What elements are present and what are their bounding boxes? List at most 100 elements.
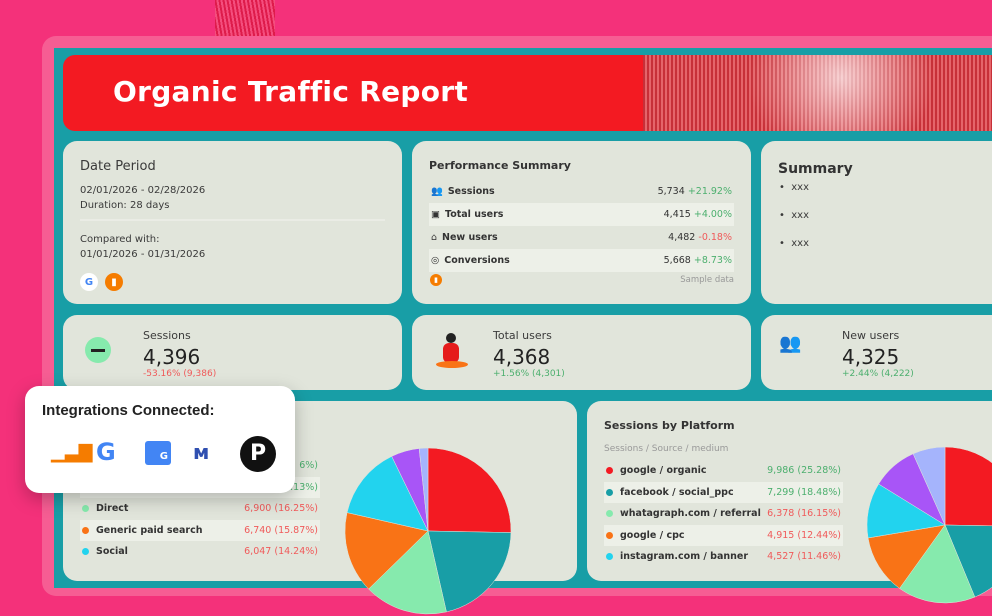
pie-slice[interactable] (427, 447, 512, 533)
legend-label: Direct (96, 503, 129, 515)
summary-text: xxx (791, 182, 810, 193)
metric-value: 5,668 (663, 255, 691, 266)
performance-summary-card: Performance Summary 👥 Sessions 5,734 +21.9… (412, 141, 751, 304)
metric-change: +4.00% (693, 209, 732, 220)
google-analytics-icon: ▮ (105, 273, 123, 291)
metric-label: New users (442, 232, 498, 243)
date-period-card: Date Period 02/01/2026 - 02/28/2026 Dura… (63, 141, 402, 304)
google-icon: G (96, 438, 116, 466)
legend-dot (606, 467, 613, 475)
google-icon: G (80, 273, 98, 291)
legend-dot (82, 505, 89, 513)
card-title: Summary (778, 161, 853, 177)
metric-label: Total users (444, 209, 504, 220)
report-title: Organic Traffic Report (113, 75, 469, 108)
summary-item: • xxx (779, 210, 810, 221)
legend-dot (606, 488, 613, 496)
legend-list: google / organic 9,986 (25.28%) facebook /… (604, 460, 843, 568)
popup-title: Integrations Connected: (42, 402, 215, 419)
legend-row: Generic paid search 6,740 (15.87%) (80, 519, 320, 541)
kpi-label: Total users (493, 329, 552, 342)
pie-chart (866, 446, 992, 604)
summary-text: xxx (791, 238, 810, 249)
metric-change: +21.92% (687, 186, 732, 197)
google-business-icon: G (145, 441, 171, 465)
google-analytics-icon: ▮ (430, 274, 442, 286)
presentation-user-icon: ▣ (431, 209, 440, 220)
legend-dot (606, 510, 613, 518)
legend-dot (606, 531, 613, 539)
legend-label: google / organic (620, 465, 707, 477)
kpi-value: 4,325 (842, 345, 900, 369)
legend-dot (82, 548, 89, 556)
legend-row: whatagraph.com / referral 6,378 (16.15%) (604, 503, 843, 525)
kpi-value: 4,396 (143, 345, 201, 369)
legend-row: Social 6,047 (14.24%) (80, 541, 320, 563)
card-title: Date Period (80, 159, 156, 174)
target-icon: ◎ (431, 255, 440, 266)
legend-label: Generic paid search (96, 524, 203, 536)
pie-slice[interactable] (912, 446, 946, 526)
legend-label: google / cpc (620, 529, 685, 541)
metric-value: 4,482 (668, 232, 696, 243)
report-header: Organic Traffic Report (63, 55, 992, 131)
metric-change: -0.18% (698, 232, 732, 243)
user-arrow-icon: ⌂ (431, 232, 438, 243)
header-decoration (643, 55, 992, 131)
legend-value: 6%) (299, 460, 318, 472)
pie-slice[interactable] (944, 446, 992, 527)
people-group-illustration-icon: 👥 (779, 333, 802, 354)
kpi-label: Sessions (143, 329, 191, 342)
compared-label: Compared with: (80, 234, 160, 245)
sessions-by-platform-card: Sessions by Platform Sessions / Source /… (587, 401, 992, 604)
make-icon: ᴍ (193, 440, 210, 464)
card-title: Performance Summary (429, 159, 571, 172)
kpi-new-users-card: 👥 New users 4,325 +2.44% (4,222) (761, 315, 992, 390)
google-analytics-icon: ▁▃▇ (51, 442, 93, 463)
legend-row: google / cpc 4,915 (12.44%) (604, 524, 843, 546)
duration: Duration: 28 days (80, 200, 170, 211)
legend-dot (82, 526, 89, 534)
legend-value: 6,740 (15.87%) (244, 524, 318, 536)
pie-slice[interactable] (346, 456, 429, 532)
metric-change: +8.73% (693, 255, 732, 266)
summary-card: Summary • xxx • xxx • xxx (761, 141, 992, 304)
metric-label: Conversions (444, 255, 510, 266)
divider (80, 219, 385, 221)
legend-label: Social (96, 546, 128, 558)
metric-row: ▣ Total users 4,415 +4.00% (429, 203, 734, 226)
summary-item: • xxx (779, 182, 810, 193)
metric-value: 5,734 (657, 186, 685, 197)
person-illustration-icon (436, 333, 468, 368)
legend-label: facebook / social_ppc (620, 486, 734, 498)
sessions-illustration-icon (85, 337, 111, 363)
pie-chart (344, 447, 512, 615)
kpi-change: -53.16% (9,386) (143, 369, 217, 379)
kpi-value: 4,368 (493, 345, 551, 369)
kpi-sessions-card: Sessions 4,396 -53.16% (9,386) (63, 315, 402, 390)
card-title: Sessions by Platform (604, 419, 735, 432)
summary-item: • xxx (779, 238, 810, 249)
legend-value: 4,915 (12.44%) (767, 529, 841, 541)
p-icon: P (240, 436, 276, 472)
legend-value: 9,986 (25.28%) (767, 465, 841, 477)
legend-label: whatagraph.com / referral (620, 508, 761, 520)
date-range: 02/01/2026 - 02/28/2026 (80, 185, 206, 196)
kpi-change: +2.44% (4,222) (842, 369, 914, 379)
legend-value: 6,900 (16.25%) (244, 503, 318, 515)
kpi-label: New users (842, 329, 900, 342)
metric-row: ⌂ New users 4,482 -0.18% (429, 226, 734, 249)
metric-value: 4,415 (663, 209, 691, 220)
legend-value: 6,047 (14.24%) (244, 546, 318, 558)
users-group-icon: 👥 (431, 186, 443, 197)
kpi-change: +1.56% (4,301) (493, 369, 565, 379)
summary-text: xxx (791, 210, 810, 221)
sample-data-note: Sample data (680, 275, 734, 285)
metric-label: Sessions (447, 186, 495, 197)
legend-row: facebook / social_ppc 7,299 (18.48%) (604, 481, 843, 503)
integrations-popup: Integrations Connected: ▁▃▇ G G ᴍ P (25, 386, 295, 493)
pie-slice[interactable] (418, 447, 429, 532)
legend-row: Direct 6,900 (16.25%) (80, 498, 320, 520)
compared-range: 01/01/2026 - 01/31/2026 (80, 249, 206, 260)
legend-value: 7,299 (18.48%) (767, 486, 841, 498)
